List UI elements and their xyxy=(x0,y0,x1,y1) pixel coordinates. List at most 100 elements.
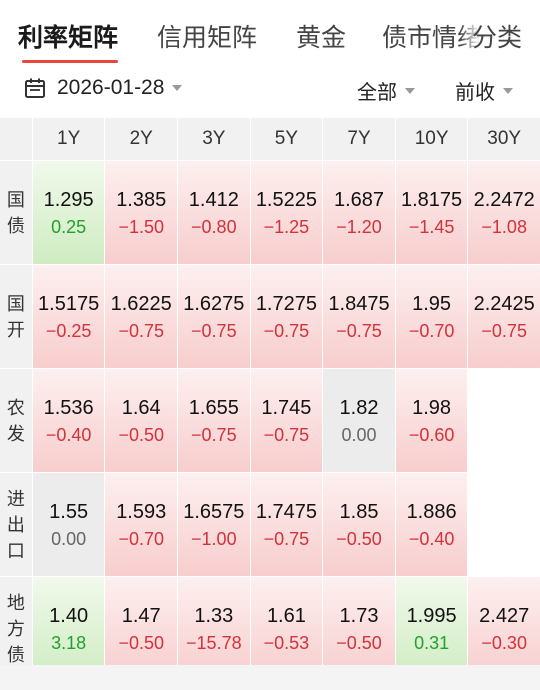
rate-cell[interactable]: 1.5225 −1.25 xyxy=(249,161,323,264)
rate-change: −1.00 xyxy=(191,528,237,549)
rate-cell[interactable]: 1.95 −0.70 xyxy=(394,265,468,368)
rate-cell[interactable]: 1.82 0.00 xyxy=(322,369,395,472)
table-row: 国债 1.295 0.25 1.385 −1.50 1.412 −0.80 1.5225 −1.… xyxy=(0,160,540,264)
row-label: 国债 xyxy=(0,161,32,264)
rate-value: 2.427 xyxy=(479,604,530,627)
rate-cell[interactable]: 1.8475 −0.75 xyxy=(322,265,395,368)
rate-change: −1.50 xyxy=(118,216,164,237)
row-label-char: 进 xyxy=(6,488,25,509)
rate-cell[interactable]: 1.536 −0.40 xyxy=(31,369,105,472)
row-label-char: 出 xyxy=(6,514,25,535)
rate-cell[interactable]: 1.7275 −0.75 xyxy=(249,265,323,368)
rate-value: 1.61 xyxy=(266,604,306,627)
rate-change: −0.75 xyxy=(191,320,237,341)
rate-change: −0.60 xyxy=(408,424,455,445)
rate-change: −0.30 xyxy=(481,632,527,653)
rate-change: −0.50 xyxy=(118,424,164,445)
rate-cell[interactable]: 1.745 −0.75 xyxy=(249,369,323,472)
row-label-char: 开 xyxy=(6,319,25,340)
rate-cell[interactable]: 1.5175 −0.25 xyxy=(31,265,105,368)
rate-cell[interactable]: 1.61 −0.53 xyxy=(249,577,323,680)
table-header-row: 1Y 2Y 3Y 5Y 7Y 10Y 30Y xyxy=(0,118,540,160)
rate-cell[interactable]: 1.40 3.18 xyxy=(31,577,105,680)
table-row: 进出口 1.55 0.00 1.593 −0.70 1.6575 −1.00 1.7475 −0… xyxy=(0,472,540,576)
rate-value: 1.745 xyxy=(261,396,312,419)
row-label-char: 方 xyxy=(6,618,25,639)
rate-cell[interactable]: 2.2472 −1.08 xyxy=(467,161,540,264)
rate-change: −0.75 xyxy=(118,320,164,341)
rate-cell[interactable]: 1.655 −0.75 xyxy=(177,369,250,472)
rate-cell[interactable]: 1.47 −0.50 xyxy=(104,577,178,680)
calendar-icon xyxy=(25,78,45,98)
table-row: 地方债 1.40 3.18 1.47 −0.50 1.33 −15.78 1.61 −0.53 1… xyxy=(0,576,540,680)
rate-change: −0.75 xyxy=(191,424,237,445)
rate-cell[interactable]: 1.412 −0.80 xyxy=(177,161,250,264)
rate-value: 1.5225 xyxy=(255,188,317,211)
rate-value: 1.655 xyxy=(188,396,239,419)
row-label-char: 债 xyxy=(6,644,25,665)
row-label: 农发 xyxy=(0,369,32,472)
rate-value: 1.98 xyxy=(412,396,452,419)
scope-value: 全部 xyxy=(357,82,397,104)
rate-cell[interactable]: 1.6225 −0.75 xyxy=(104,265,178,368)
rate-cell[interactable]: 1.98 −0.60 xyxy=(394,369,468,472)
rate-value: 1.47 xyxy=(121,604,161,627)
rate-change: −1.08 xyxy=(481,216,527,237)
rate-value: 1.73 xyxy=(339,604,379,627)
tab-gold[interactable]: 黄金 xyxy=(296,24,347,52)
rate-value: 1.82 xyxy=(339,396,379,419)
rate-cell[interactable]: 1.593 −0.70 xyxy=(104,473,178,576)
column-header: 30Y xyxy=(467,118,540,160)
rate-change: 0.31 xyxy=(414,632,450,653)
rate-change: −0.75 xyxy=(263,320,310,341)
row-label-char: 国 xyxy=(6,293,25,314)
rate-value: 2.2472 xyxy=(473,188,535,211)
column-header: 7Y xyxy=(322,118,395,160)
rate-change: −0.40 xyxy=(408,528,455,549)
rate-change: −0.70 xyxy=(118,528,164,549)
row-label-char: 发 xyxy=(6,423,25,444)
rate-cell[interactable]: 1.64 −0.50 xyxy=(104,369,178,472)
bottom-bar xyxy=(0,665,540,690)
compare-value: 前收 xyxy=(455,82,495,104)
rate-cell[interactable]: 1.687 −1.20 xyxy=(322,161,395,264)
category-button[interactable]: 分类 xyxy=(471,24,522,52)
filter-bar: 2026-01-28 全部 前收 xyxy=(0,68,540,116)
rate-value: 1.593 xyxy=(116,500,167,523)
rate-cell[interactable]: 1.6275 −0.75 xyxy=(177,265,250,368)
rate-cell[interactable]: 1.995 0.31 xyxy=(394,577,468,680)
rate-cell[interactable]: 1.73 −0.50 xyxy=(322,577,395,680)
rate-cell[interactable]: 2.2425 −0.75 xyxy=(467,265,540,368)
rate-change: −0.75 xyxy=(481,320,527,341)
tab-fade-overlay xyxy=(460,0,540,68)
rate-change: −15.78 xyxy=(186,632,242,653)
rate-change: −0.50 xyxy=(336,528,382,549)
scope-dropdown[interactable]: 全部 xyxy=(357,76,415,105)
column-header: 5Y xyxy=(249,118,323,160)
rate-cell[interactable]: 2.427 −0.30 xyxy=(467,577,540,680)
row-label-char: 国 xyxy=(6,189,25,210)
rate-cell[interactable]: 1.8175 −1.45 xyxy=(394,161,468,264)
rate-cell[interactable]: 1.33 −15.78 xyxy=(177,577,250,680)
rate-cell[interactable]: 1.85 −0.50 xyxy=(322,473,395,576)
rate-change: 0.25 xyxy=(51,216,87,237)
rate-cell[interactable]: 1.55 0.00 xyxy=(31,473,105,576)
date-picker[interactable]: 2026-01-28 xyxy=(24,76,183,100)
rate-value: 1.5175 xyxy=(38,292,100,315)
rate-cell[interactable]: 1.7475 −0.75 xyxy=(249,473,323,576)
row-label-char: 农 xyxy=(6,397,25,418)
rate-change: 0.00 xyxy=(51,528,87,549)
compare-dropdown[interactable]: 前收 xyxy=(455,76,513,105)
rate-change: −0.25 xyxy=(45,320,92,341)
tab-credit-matrix[interactable]: 信用矩阵 xyxy=(157,24,258,52)
empty-cell xyxy=(467,369,540,472)
rate-cell[interactable]: 1.6575 −1.00 xyxy=(177,473,250,576)
rate-value: 1.95 xyxy=(412,292,452,315)
tab-rate-matrix[interactable]: 利率矩阵 xyxy=(18,24,119,52)
rate-cell[interactable]: 1.295 0.25 xyxy=(31,161,105,264)
empty-cell xyxy=(467,473,540,576)
rate-cell[interactable]: 1.385 −1.50 xyxy=(104,161,178,264)
rate-change: −0.75 xyxy=(336,320,382,341)
rate-cell[interactable]: 1.886 −0.40 xyxy=(394,473,468,576)
rate-value: 1.995 xyxy=(406,604,457,627)
